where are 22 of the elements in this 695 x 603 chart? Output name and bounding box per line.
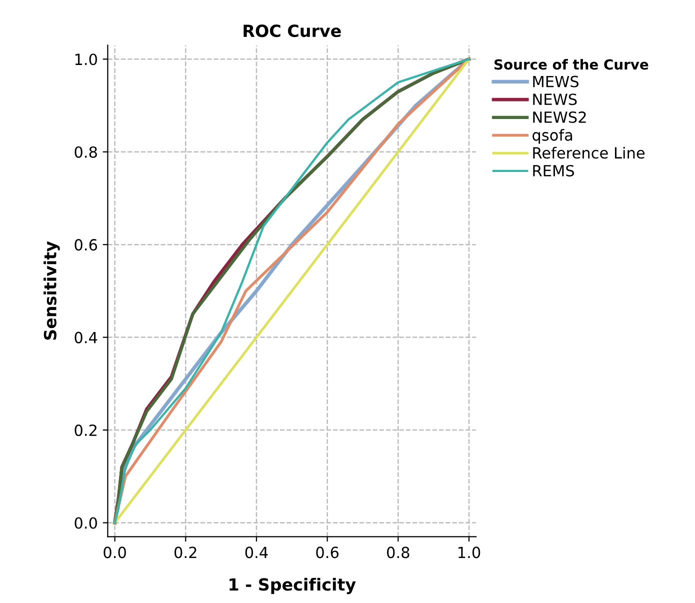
x-tick-label: 0.2 (174, 546, 196, 558)
legend-label: NEWS (533, 94, 577, 106)
y-tick-label: 1.0 (75, 54, 97, 66)
legend-label: MEWS (533, 76, 578, 88)
legend-label: Reference Line (533, 146, 645, 159)
x-tick-label: 1.0 (458, 546, 480, 558)
x-tick-label: 0.6 (316, 546, 339, 558)
x-tick-label: 0.4 (245, 546, 268, 558)
x-tick-label: 0.0 (104, 546, 126, 558)
legend-label: REMS (533, 164, 574, 177)
legend-label: NEWS2 (533, 111, 586, 123)
chart-title: ROC Curve (244, 24, 341, 38)
legend-label: qsofa (532, 128, 572, 144)
legend-title: Source of the Curve (494, 58, 648, 70)
y-tick-label: 0.6 (74, 239, 98, 251)
x-tick-label: 0.8 (387, 546, 410, 558)
y-tick-label: 0.4 (74, 332, 98, 344)
y-tick-label: 0.2 (74, 424, 96, 436)
y-tick-label: 0.8 (74, 146, 97, 158)
y-axis-title: Sensitivity (44, 241, 60, 340)
y-tick-label: 0.0 (74, 517, 97, 529)
x-axis-title: 1 - Specificity (230, 578, 356, 594)
